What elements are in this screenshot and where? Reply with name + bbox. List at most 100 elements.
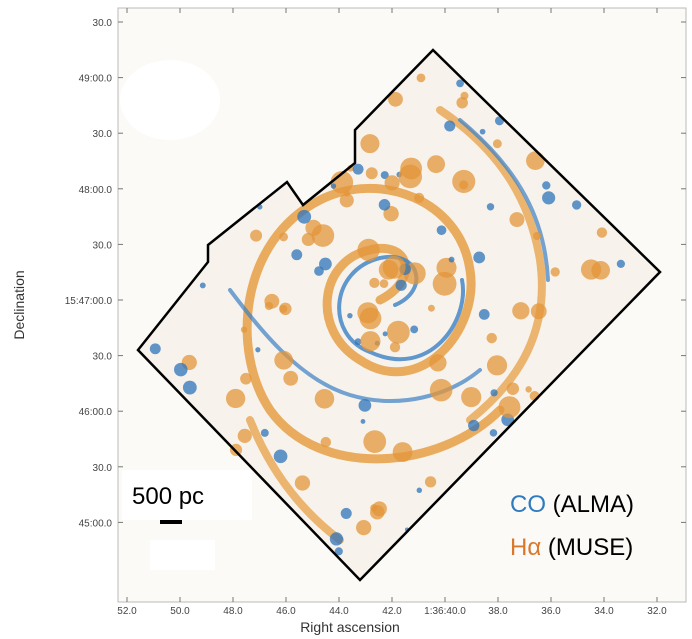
blob (356, 520, 372, 536)
blob (478, 308, 490, 320)
x-tick-label: 52.0 (117, 606, 137, 617)
blob (363, 430, 387, 453)
blob (486, 332, 497, 344)
axis-ticks: 30.0 49:00.0 30.0 48:00.0 30.0 15:47:00.0 30.0… (65, 8, 686, 617)
blob (320, 436, 332, 448)
blob (506, 382, 520, 396)
blob (486, 203, 495, 211)
blob (149, 343, 161, 355)
blob (384, 175, 400, 191)
y-tick-label: 48:00.0 (79, 185, 113, 196)
blob (237, 428, 252, 443)
blob (427, 304, 435, 312)
blob (388, 91, 403, 107)
blob (369, 277, 380, 288)
y-tick-label: 30.0 (93, 129, 113, 140)
blob (392, 442, 413, 462)
blob (468, 419, 480, 432)
blob (542, 191, 556, 205)
blob (542, 181, 551, 190)
blob (509, 212, 525, 228)
blob (461, 386, 482, 408)
blob (199, 282, 206, 289)
blob (174, 362, 188, 377)
blob (352, 163, 364, 175)
blob (473, 251, 486, 264)
blob (498, 396, 521, 419)
blob (379, 279, 389, 288)
blob (382, 255, 406, 279)
blob (301, 232, 315, 247)
blob (486, 355, 508, 376)
blob (395, 279, 407, 291)
blob (416, 487, 423, 494)
blob (343, 190, 351, 197)
y-tick-label: 46:00.0 (79, 407, 113, 418)
x-tick-label: 1:36:40.0 (424, 606, 466, 617)
blob (429, 354, 447, 372)
scale-bar-label: 500 pc (132, 483, 204, 510)
blob (329, 532, 344, 546)
blob (260, 428, 269, 437)
blob (240, 372, 252, 385)
blob (365, 167, 378, 180)
blank-patch (150, 540, 215, 570)
emission-blobs (149, 73, 625, 556)
blob (382, 331, 388, 337)
blob (444, 120, 456, 132)
x-tick-label: 44.0 (329, 606, 349, 617)
x-tick-label: 38.0 (488, 606, 508, 617)
blob (448, 256, 455, 263)
x-tick-label: 46.0 (276, 606, 296, 617)
x-tick-label: 50.0 (170, 606, 190, 617)
y-tick-label: 45:00.0 (79, 518, 113, 529)
blob (354, 338, 362, 346)
legend-label: (ALMA) (553, 491, 634, 518)
blob (400, 157, 423, 180)
y-tick-label: 30.0 (93, 240, 113, 251)
blob (305, 219, 322, 236)
blob (360, 331, 381, 352)
blob (357, 238, 380, 262)
blob (456, 79, 464, 88)
blob (347, 312, 353, 319)
blob (616, 259, 625, 269)
blob (294, 475, 311, 491)
x-tick-label: 48.0 (223, 606, 243, 617)
blank-patch (120, 60, 220, 140)
blob (279, 304, 288, 313)
blob (525, 386, 532, 393)
blob (240, 326, 248, 333)
blob (319, 257, 332, 271)
y-axis-label: Declination (11, 270, 27, 339)
blob (371, 501, 387, 517)
blob (490, 389, 498, 397)
blob (492, 139, 502, 149)
blob (297, 209, 312, 224)
scale-box (122, 470, 252, 520)
blob (424, 476, 437, 488)
blob (436, 225, 447, 236)
blob (225, 388, 246, 409)
legend-item: CO (ALMA) (510, 491, 634, 518)
blob (279, 232, 289, 242)
x-tick-label: 32.0 (647, 606, 667, 617)
legend-symbol: CO (510, 491, 546, 518)
blob (489, 429, 498, 437)
blob (378, 199, 391, 211)
blob (182, 380, 197, 395)
blob (340, 507, 352, 519)
blob (330, 183, 337, 189)
blob (250, 229, 263, 242)
blob (360, 134, 380, 154)
blob (550, 267, 560, 277)
blob (273, 449, 288, 464)
blob (314, 389, 335, 409)
legend-item: Hα (MUSE) (510, 534, 633, 561)
x-tick-label: 36.0 (541, 606, 561, 617)
blob (264, 301, 274, 311)
x-tick-label: 34.0 (594, 606, 614, 617)
spiral-arms (228, 106, 550, 544)
blob (334, 547, 343, 556)
y-tick-label: 30.0 (93, 463, 113, 474)
